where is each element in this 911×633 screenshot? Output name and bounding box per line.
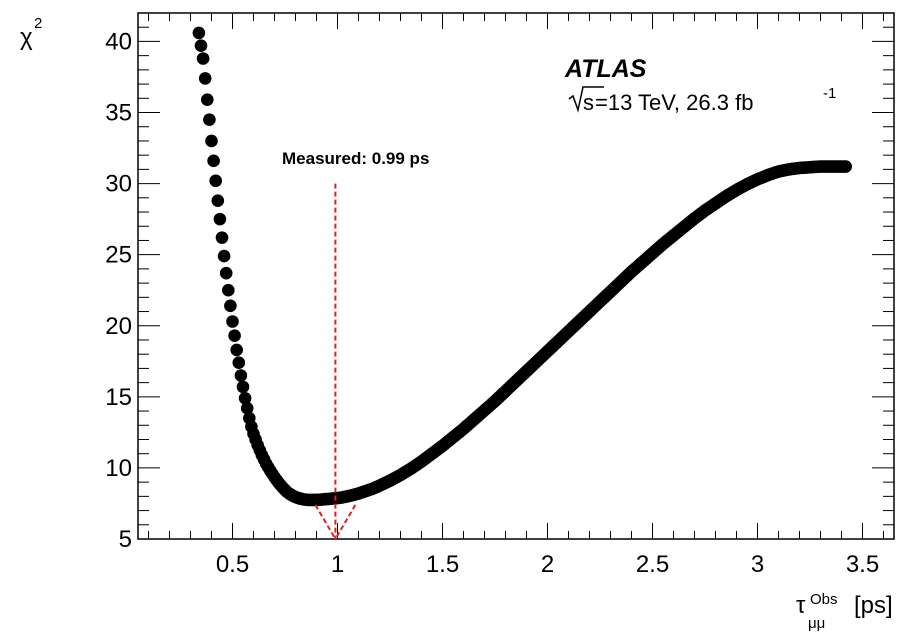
x-tick-label: 1	[331, 551, 344, 578]
data-point	[240, 401, 254, 415]
x-axis-label-symbol: τ	[796, 592, 806, 619]
x-tick-label: 3.5	[846, 551, 879, 578]
y-tick-label: 25	[105, 242, 132, 269]
plot-frame	[137, 12, 895, 540]
x-axis-label: τ Obs μμ [ps]	[796, 591, 893, 632]
data-point	[203, 113, 216, 126]
x-axis-label-unit: [ps]	[854, 592, 893, 619]
y-tick-label: 15	[105, 384, 132, 411]
x-tick-label: 2.5	[636, 551, 669, 578]
data-point	[224, 299, 237, 313]
data-point	[213, 212, 227, 226]
data-point	[217, 249, 231, 263]
data-point	[211, 194, 225, 207]
x-tick-label: 1.5	[426, 551, 459, 578]
y-axis-ticks: 5 10 15 20 25 30 35 40	[105, 12, 894, 553]
energy-superscript: -1	[823, 85, 836, 102]
data-point	[215, 231, 229, 244]
data-point	[205, 134, 218, 148]
y-tick-label: 10	[105, 455, 132, 482]
x-tick-label: 0.5	[216, 551, 249, 578]
y-tick-label: 5	[119, 526, 132, 553]
y-tick-label: 40	[105, 28, 132, 55]
x-axis-ticks: 0.5 1 1.5 2 2.5 3 3.5	[148, 13, 884, 578]
measured-arrow-right	[334, 504, 357, 540]
data-point	[226, 315, 239, 328]
data-point	[230, 343, 243, 357]
experiment-label: ATLAS	[564, 55, 647, 83]
data-point	[198, 72, 212, 85]
x-tick-label: 3	[751, 551, 764, 578]
data-point	[192, 26, 206, 40]
data-point	[228, 329, 241, 343]
x-tick-label: 2	[541, 551, 554, 578]
data-points	[192, 26, 852, 507]
data-point	[236, 380, 250, 394]
energy-text: =13 TeV, 26.3 fb	[595, 90, 753, 115]
data-point	[201, 93, 214, 107]
data-point	[219, 266, 233, 280]
data-point	[194, 39, 208, 52]
data-point	[839, 160, 852, 173]
y-tick-label: 20	[105, 313, 132, 340]
data-point	[222, 283, 235, 297]
measured-label: Measured: 0.99 ps	[282, 149, 429, 168]
energy-sqrt-arg: s	[583, 90, 594, 115]
measured-arrow-left	[314, 504, 337, 540]
data-point	[207, 154, 220, 168]
data-point	[234, 369, 248, 382]
data-point	[209, 174, 222, 188]
measured-marker	[314, 183, 357, 540]
y-tick-label: 30	[105, 171, 132, 198]
y-axis-label: χ 2	[20, 15, 42, 51]
x-axis-label-superscript: Obs	[810, 591, 838, 608]
y-axis-label-symbol: χ	[20, 24, 33, 51]
y-axis-label-superscript: 2	[34, 15, 42, 32]
plot-area-border	[137, 12, 895, 540]
data-point	[232, 356, 246, 370]
y-tick-label: 35	[105, 100, 132, 127]
x-axis-label-subscript: μμ	[808, 615, 825, 632]
data-point	[196, 52, 210, 65]
data-point	[238, 391, 252, 405]
energy-label: s =13 TeV, 26.3 fb -1	[568, 85, 836, 115]
